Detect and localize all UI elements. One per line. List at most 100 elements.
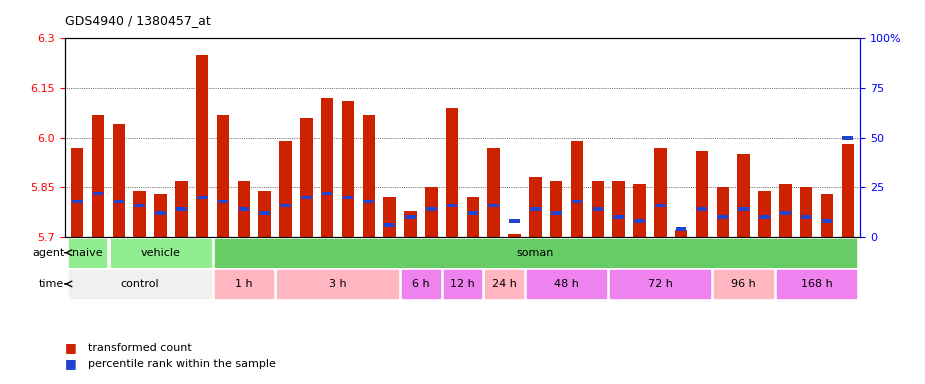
Text: ■: ■: [65, 357, 77, 370]
Bar: [363, 114, 375, 237]
Text: 3 h: 3 h: [328, 279, 346, 289]
Bar: [69, 270, 211, 298]
Bar: [217, 200, 228, 203]
Bar: [259, 212, 270, 215]
Text: time: time: [39, 279, 65, 289]
Bar: [154, 194, 166, 237]
Text: vehicle: vehicle: [141, 248, 180, 258]
Bar: [509, 234, 521, 237]
Bar: [196, 55, 208, 237]
Bar: [384, 223, 395, 227]
Bar: [654, 148, 667, 237]
Bar: [758, 191, 771, 237]
Bar: [113, 124, 125, 237]
Bar: [447, 204, 457, 207]
Bar: [238, 181, 250, 237]
Text: transformed count: transformed count: [88, 343, 191, 353]
Bar: [155, 212, 166, 215]
Bar: [258, 191, 271, 237]
Bar: [176, 207, 187, 211]
Text: soman: soman: [517, 248, 554, 258]
Bar: [655, 204, 666, 207]
Bar: [342, 195, 353, 199]
Bar: [114, 200, 124, 203]
Bar: [780, 212, 791, 215]
Bar: [487, 148, 500, 237]
Bar: [467, 197, 479, 237]
Bar: [404, 210, 416, 237]
Bar: [322, 192, 332, 195]
Bar: [714, 270, 772, 298]
Text: naive: naive: [72, 248, 103, 258]
Bar: [800, 187, 812, 237]
Bar: [300, 118, 313, 237]
Text: agent: agent: [32, 248, 65, 258]
Bar: [279, 141, 291, 237]
Bar: [675, 230, 687, 237]
Bar: [550, 181, 562, 237]
Text: percentile rank within the sample: percentile rank within the sample: [88, 359, 276, 369]
Bar: [133, 191, 146, 237]
Text: 96 h: 96 h: [732, 279, 756, 289]
Bar: [551, 212, 561, 215]
Text: 48 h: 48 h: [554, 279, 579, 289]
Bar: [134, 204, 145, 207]
Bar: [801, 215, 811, 219]
Bar: [613, 215, 624, 219]
Bar: [111, 238, 211, 267]
Bar: [592, 181, 604, 237]
Bar: [612, 181, 625, 237]
Bar: [321, 98, 333, 237]
Bar: [92, 192, 104, 195]
Bar: [444, 270, 481, 298]
Bar: [718, 215, 728, 219]
Bar: [717, 187, 729, 237]
Bar: [572, 200, 583, 203]
Text: control: control: [120, 279, 159, 289]
Bar: [486, 270, 523, 298]
Bar: [216, 114, 229, 237]
Text: GDS4940 / 1380457_at: GDS4940 / 1380457_at: [65, 14, 211, 27]
Bar: [341, 101, 354, 237]
Bar: [383, 197, 396, 237]
Bar: [468, 212, 478, 215]
Text: 168 h: 168 h: [801, 279, 832, 289]
Bar: [405, 215, 415, 219]
Bar: [610, 270, 710, 298]
Text: ■: ■: [65, 341, 77, 354]
Bar: [215, 238, 856, 267]
Text: 1 h: 1 h: [235, 279, 253, 289]
Bar: [777, 270, 856, 298]
Bar: [510, 219, 520, 223]
Bar: [446, 108, 458, 237]
Bar: [697, 207, 708, 211]
Bar: [280, 204, 290, 207]
Bar: [527, 270, 606, 298]
Bar: [488, 204, 500, 207]
Bar: [820, 194, 833, 237]
Bar: [529, 177, 542, 237]
Bar: [779, 184, 792, 237]
Bar: [759, 215, 770, 219]
Bar: [676, 227, 686, 231]
Bar: [821, 219, 832, 223]
Bar: [301, 195, 312, 199]
Text: 6 h: 6 h: [412, 279, 430, 289]
Bar: [72, 200, 82, 203]
Bar: [71, 148, 83, 237]
Bar: [426, 207, 437, 211]
Bar: [530, 207, 541, 211]
Bar: [402, 270, 439, 298]
Bar: [738, 207, 749, 211]
Bar: [69, 238, 106, 267]
Bar: [239, 207, 249, 211]
Bar: [635, 219, 645, 223]
Bar: [571, 141, 584, 237]
Bar: [593, 207, 603, 211]
Bar: [842, 144, 854, 237]
Bar: [696, 151, 709, 237]
Bar: [364, 200, 374, 203]
Bar: [737, 154, 750, 237]
Bar: [634, 184, 646, 237]
Text: 24 h: 24 h: [492, 279, 516, 289]
